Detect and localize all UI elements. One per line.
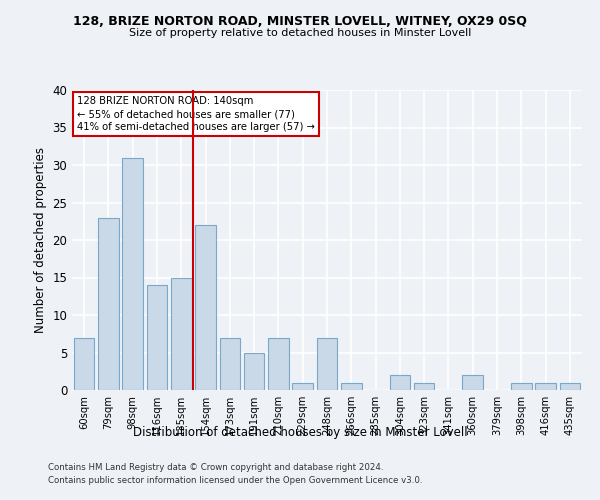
Bar: [244, 352, 265, 390]
Bar: [98, 218, 119, 390]
Text: Distribution of detached houses by size in Minster Lovell: Distribution of detached houses by size …: [133, 426, 467, 439]
Text: 128, BRIZE NORTON ROAD, MINSTER LOVELL, WITNEY, OX29 0SQ: 128, BRIZE NORTON ROAD, MINSTER LOVELL, …: [73, 15, 527, 28]
Bar: [171, 278, 191, 390]
Text: Contains public sector information licensed under the Open Government Licence v3: Contains public sector information licen…: [48, 476, 422, 485]
Bar: [463, 375, 483, 390]
Bar: [268, 338, 289, 390]
Bar: [195, 225, 216, 390]
Bar: [292, 382, 313, 390]
Y-axis label: Number of detached properties: Number of detached properties: [34, 147, 47, 333]
Bar: [535, 382, 556, 390]
Bar: [389, 375, 410, 390]
Bar: [74, 338, 94, 390]
Bar: [317, 338, 337, 390]
Text: Size of property relative to detached houses in Minster Lovell: Size of property relative to detached ho…: [129, 28, 471, 38]
Bar: [560, 382, 580, 390]
Bar: [414, 382, 434, 390]
Bar: [220, 338, 240, 390]
Bar: [341, 382, 362, 390]
Bar: [146, 285, 167, 390]
Text: Contains HM Land Registry data © Crown copyright and database right 2024.: Contains HM Land Registry data © Crown c…: [48, 464, 383, 472]
Bar: [511, 382, 532, 390]
Text: 128 BRIZE NORTON ROAD: 140sqm
← 55% of detached houses are smaller (77)
41% of s: 128 BRIZE NORTON ROAD: 140sqm ← 55% of d…: [77, 96, 315, 132]
Bar: [122, 158, 143, 390]
